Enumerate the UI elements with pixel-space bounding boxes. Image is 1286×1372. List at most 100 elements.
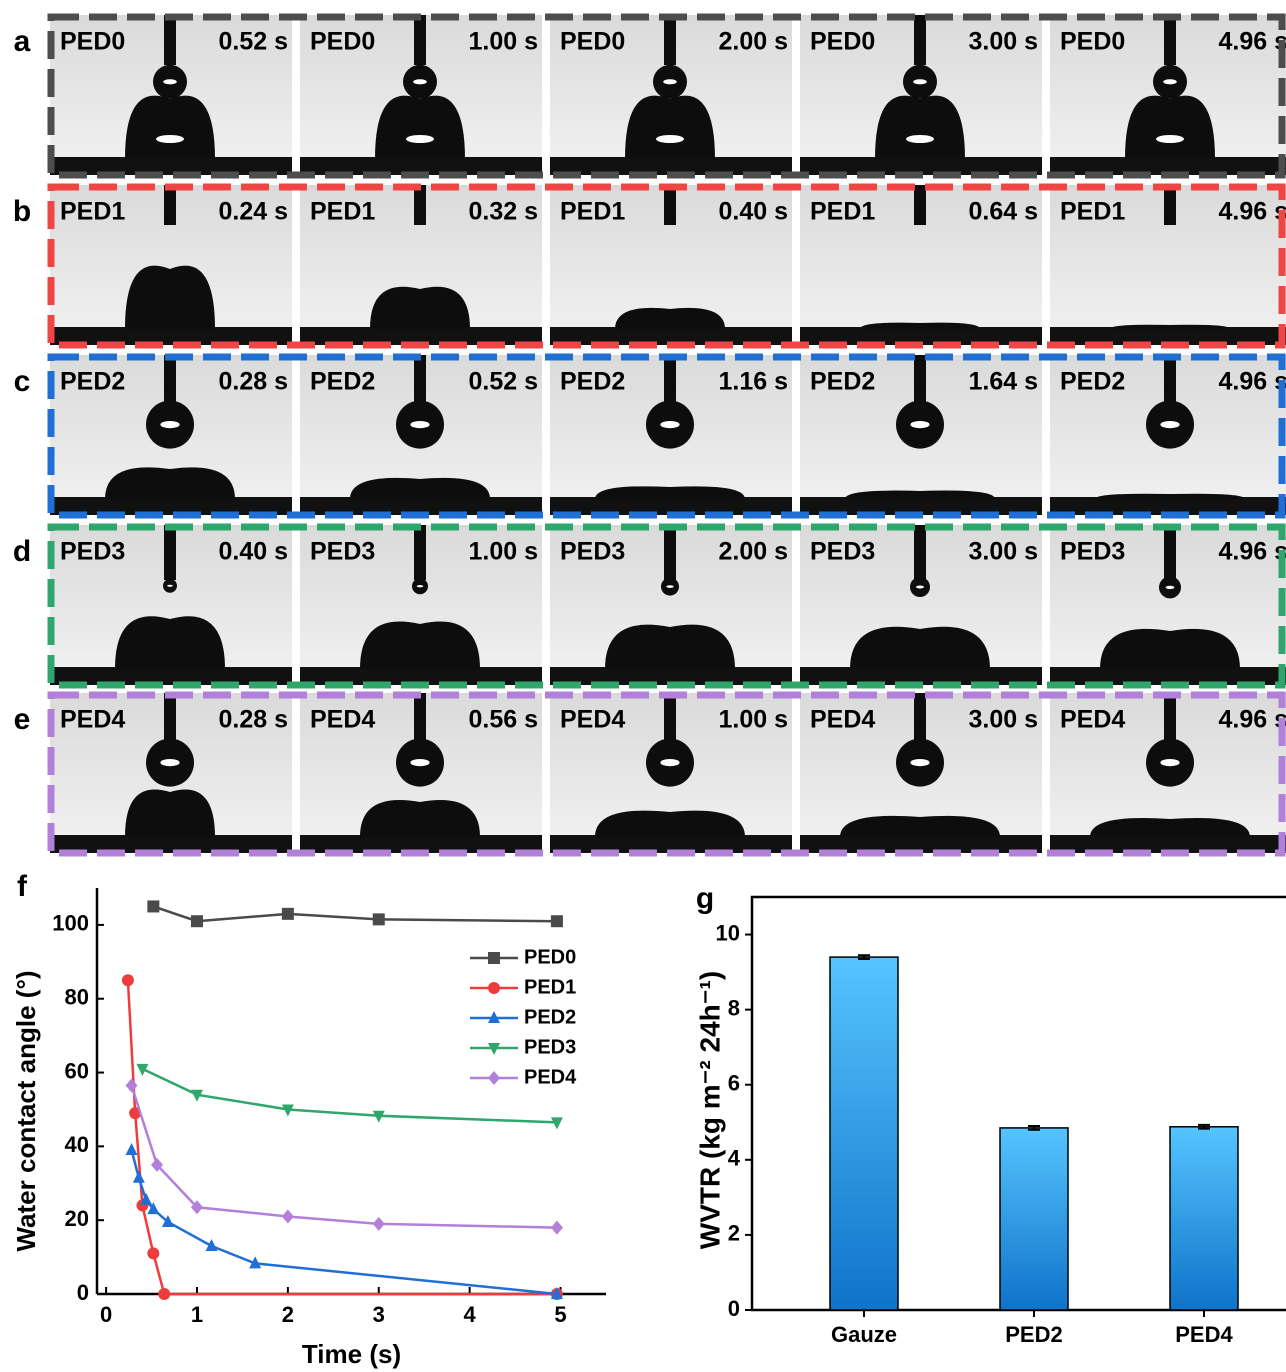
y-tick-label: 10 [716,920,740,945]
legend-label: PED2 [524,1006,576,1028]
substrate [50,667,292,685]
panel-label: d [13,535,31,568]
drop-highlight [910,759,930,767]
needle [664,355,676,405]
sessile-drop [595,486,745,499]
sample-label: PED1 [810,198,875,226]
marker [158,1288,171,1300]
time-label: 2.00 s [718,28,788,56]
sample-label: PED1 [560,198,625,226]
needle [664,525,676,580]
marker [372,1216,385,1231]
drop-highlight [416,585,424,588]
error-bar [1198,1123,1210,1130]
marker [281,907,294,920]
time-label: 4.96 s [1218,538,1286,566]
drop-highlight [163,79,177,85]
drop-highlight [916,585,924,589]
y-tick-label: 2 [728,1221,740,1246]
sessile-drop [370,286,470,329]
time-label: 4.96 s [1218,28,1286,56]
sample-label: PED2 [560,368,625,396]
sessile-drop [115,616,225,669]
y-tick-label: 40 [65,1132,89,1157]
time-label: 0.28 s [218,706,288,734]
time-label: 4.96 s [1218,198,1286,226]
needle [414,15,426,65]
needle [164,185,176,225]
panel-label: b [13,195,31,228]
drop-highlight [410,421,430,429]
substrate [800,835,1042,853]
sessile-drop [850,626,990,669]
x-tick-label: PED4 [1175,1322,1233,1347]
needle [414,525,426,580]
error-bar [1028,1125,1040,1131]
needle [1164,355,1176,405]
time-label: 0.24 s [218,198,288,226]
time-label: 0.52 s [468,368,538,396]
y-axis-label: WVTR (kg m⁻² 24h⁻¹) [694,971,725,1249]
sessile-drop [125,789,215,837]
sample-label: PED3 [810,538,875,566]
drop-highlight [660,421,680,429]
series-line [130,1085,557,1229]
marker [281,1209,294,1224]
marker [372,1110,385,1123]
needle [164,693,176,743]
sample-label: PED4 [1060,706,1125,734]
needle [914,355,926,405]
x-tick-label: 1 [191,1302,203,1327]
sample-label: PED1 [60,198,125,226]
marker [488,952,500,964]
panel-label: a [14,25,31,58]
needle [164,15,176,65]
needle [1164,185,1176,225]
drop-highlight [1160,421,1180,429]
x-tick-label: 0 [100,1302,112,1327]
sessile-drop [1125,95,1215,159]
sample-label: PED4 [560,706,625,734]
sessile-drop [845,490,995,499]
substrate [300,667,542,685]
sample-label: PED2 [60,368,125,396]
row-border [47,13,1286,179]
panel-label: c [14,365,31,398]
time-label: 0.56 s [468,706,538,734]
drop-highlight [906,135,934,143]
marker [140,1192,153,1205]
x-tick-label: PED2 [1005,1322,1062,1347]
drop-highlight [1160,759,1180,767]
substrate [50,497,292,515]
needle [1164,525,1176,580]
sessile-drop [625,95,715,159]
x-tick-label: Gauze [831,1322,897,1347]
marker [121,974,134,987]
time-label: 1.00 s [468,538,538,566]
sample-label: PED0 [1060,28,1125,56]
time-label: 1.64 s [968,368,1038,396]
y-tick-label: 100 [52,911,89,936]
legend-label: PED0 [524,946,576,968]
y-tick-label: 80 [65,985,89,1010]
row-border [47,523,1286,689]
marker [372,913,385,926]
sample-label: PED0 [560,28,625,56]
sessile-drop [605,624,735,669]
marker [190,1089,203,1102]
legend-label: PED3 [524,1036,576,1058]
drop-highlight [156,135,184,143]
bar [999,1127,1069,1311]
sessile-drop [125,265,215,329]
sample-label: PED3 [560,538,625,566]
sample-label: PED1 [310,198,375,226]
marker [136,1063,149,1076]
sample-label: PED0 [810,28,875,56]
drop-highlight [1156,135,1184,143]
row-border [47,183,1286,349]
time-label: 1.16 s [718,368,788,396]
sessile-drop [595,810,745,837]
x-axis-label: Time (s) [302,1339,401,1369]
